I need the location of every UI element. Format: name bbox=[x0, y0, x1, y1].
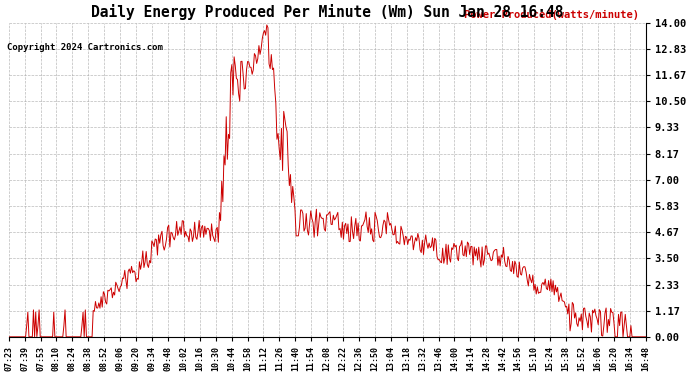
Text: Power Produced(watts/minute): Power Produced(watts/minute) bbox=[464, 9, 639, 20]
Title: Daily Energy Produced Per Minute (Wm) Sun Jan 28 16:48: Daily Energy Produced Per Minute (Wm) Su… bbox=[91, 4, 563, 20]
Text: Copyright 2024 Cartronics.com: Copyright 2024 Cartronics.com bbox=[7, 43, 163, 52]
